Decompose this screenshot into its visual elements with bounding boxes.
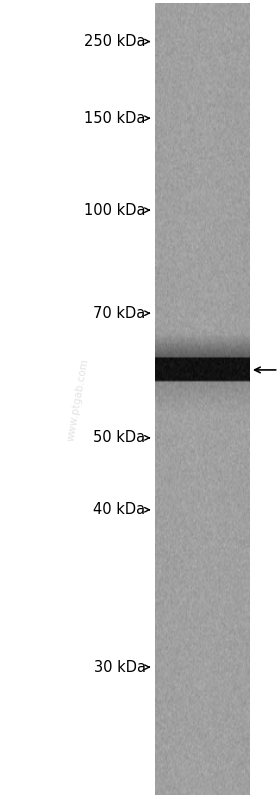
Text: 250 kDa: 250 kDa (84, 34, 146, 49)
Text: 70 kDa: 70 kDa (93, 306, 146, 320)
Text: www.ptgab.com: www.ptgab.com (66, 357, 91, 442)
Text: 100 kDa: 100 kDa (84, 203, 146, 217)
Text: 150 kDa: 150 kDa (84, 111, 146, 125)
Text: 30 kDa: 30 kDa (94, 660, 146, 674)
Text: 50 kDa: 50 kDa (94, 431, 146, 445)
Text: 40 kDa: 40 kDa (94, 503, 146, 517)
